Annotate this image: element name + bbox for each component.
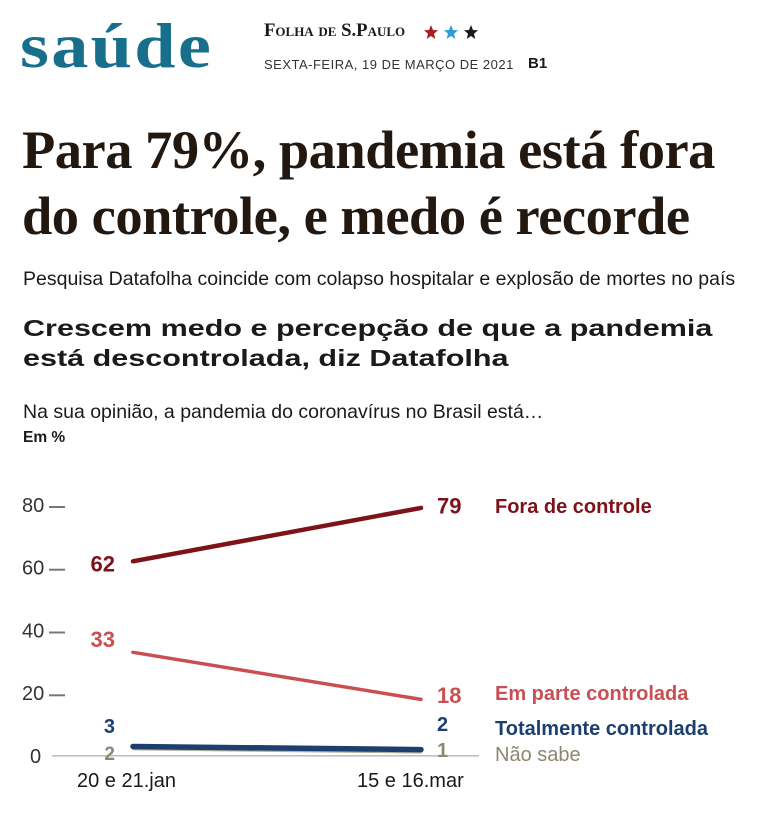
svg-text:20: 20 [22, 683, 44, 705]
svg-text:2: 2 [104, 744, 115, 765]
svg-text:62: 62 [91, 552, 115, 577]
svg-text:79: 79 [437, 493, 461, 518]
svg-text:33: 33 [91, 627, 115, 652]
svg-text:15 e 16.mar: 15 e 16.mar [357, 770, 464, 792]
svg-text:60: 60 [22, 558, 44, 580]
svg-text:0: 0 [30, 746, 41, 768]
svg-text:20 e 21.jan: 20 e 21.jan [77, 770, 176, 792]
svg-text:80: 80 [22, 495, 44, 517]
svg-text:3: 3 [104, 716, 115, 738]
svg-text:40: 40 [22, 620, 44, 642]
